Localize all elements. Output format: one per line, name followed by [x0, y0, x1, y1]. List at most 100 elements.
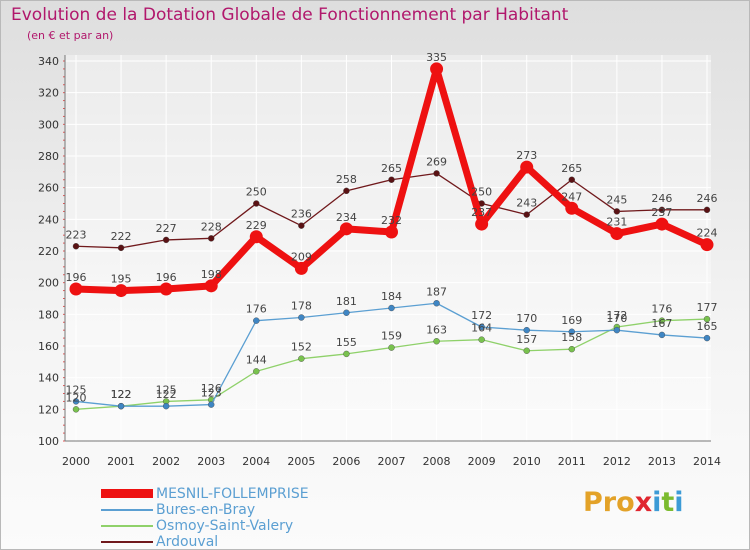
data-point-mesnil-follemprise [294, 261, 308, 275]
data-label-mesnil-follemprise: 247 [561, 190, 582, 203]
data-label-ardouval: 265 [561, 162, 582, 175]
data-point-mesnil-follemprise [69, 282, 83, 296]
data-point-bures-en-bray [478, 323, 485, 331]
data-label-mesnil-follemprise: 234 [336, 211, 357, 224]
x-tick-label: 2009 [468, 455, 496, 468]
data-point-mesnil-follemprise [430, 62, 444, 76]
logo-letter: r [602, 487, 617, 518]
data-point-ardouval [523, 211, 530, 218]
data-point-ardouval [208, 235, 215, 242]
data-point-bures-en-bray [162, 402, 170, 410]
data-label-mesnil-follemprise: 237 [471, 206, 492, 219]
data-point-mesnil-follemprise [385, 225, 398, 239]
data-point-ardouval [253, 200, 260, 207]
data-label-ardouval: 246 [697, 192, 718, 205]
data-label-bures-en-bray: 122 [111, 388, 132, 401]
data-point-ardouval [568, 176, 575, 183]
data-point-mesnil-follemprise [520, 160, 534, 174]
logo-letter: i [674, 487, 684, 518]
x-tick-label: 2000 [62, 455, 90, 468]
data-label-bures-en-bray: 181 [336, 295, 357, 308]
x-tick-label: 2006 [332, 455, 360, 468]
data-label-mesnil-follemprise: 232 [381, 214, 402, 227]
plot-area [65, 55, 711, 441]
data-label-osmoy-saint-valery: 176 [651, 303, 672, 316]
data-point-bures-en-bray [703, 334, 711, 342]
chart-title: Evolution de la Dotation Globale de Fonc… [11, 5, 569, 25]
data-label-bures-en-bray: 178 [291, 300, 312, 313]
data-point-ardouval [343, 187, 350, 195]
logo-letter: P [583, 487, 603, 518]
y-tick-label: 320 [38, 87, 59, 100]
data-point-bures-en-bray [568, 328, 575, 335]
data-point-osmoy-saint-valery [658, 317, 666, 324]
y-tick-label: 260 [38, 182, 59, 195]
chart-subtitle: (en € et par an) [27, 29, 114, 42]
y-tick-label: 240 [38, 213, 59, 226]
y-tick-label: 280 [38, 150, 59, 163]
proxiti-logo: Proxiti [583, 487, 684, 518]
data-point-bures-en-bray [253, 317, 260, 324]
data-point-osmoy-saint-valery [523, 347, 530, 354]
data-point-ardouval [162, 236, 170, 244]
data-label-mesnil-follemprise: 224 [697, 227, 718, 240]
legend-label-osmoy: Osmoy-Saint-Valery [156, 518, 294, 534]
data-point-osmoy-saint-valery [388, 344, 395, 351]
data-point-ardouval [613, 208, 621, 215]
data-label-ardouval: 228 [201, 220, 222, 233]
data-point-bures-en-bray [658, 331, 666, 339]
data-point-mesnil-follemprise [159, 282, 173, 296]
y-tick-label: 200 [38, 277, 59, 290]
x-tick-label: 2013 [648, 455, 676, 468]
data-label-osmoy-saint-valery: 172 [606, 309, 627, 322]
data-label-mesnil-follemprise: 196 [156, 271, 177, 284]
data-label-bures-en-bray: 176 [246, 303, 267, 316]
data-label-osmoy-saint-valery: 144 [246, 353, 267, 366]
data-label-osmoy-saint-valery: 120 [66, 391, 87, 404]
data-point-bures-en-bray [208, 401, 215, 408]
data-label-ardouval: 250 [246, 186, 267, 199]
legend-swatch-ardouval [101, 541, 153, 543]
data-point-mesnil-follemprise [475, 217, 489, 231]
logo-letter: o [616, 487, 635, 518]
data-label-bures-en-bray: 184 [381, 290, 402, 303]
data-point-osmoy-saint-valery [343, 350, 350, 358]
data-point-mesnil-follemprise [610, 227, 624, 241]
data-label-ardouval: 227 [156, 222, 177, 235]
data-point-osmoy-saint-valery [72, 406, 80, 413]
data-label-mesnil-follemprise: 198 [201, 268, 222, 281]
data-point-mesnil-follemprise [339, 222, 353, 236]
y-tick-label: 220 [38, 245, 59, 258]
data-label-mesnil-follemprise: 231 [606, 216, 627, 229]
data-label-ardouval: 246 [651, 192, 672, 205]
y-tick-label: 340 [38, 55, 59, 68]
data-label-ardouval: 265 [381, 162, 402, 175]
x-tick-label: 2012 [603, 455, 631, 468]
data-label-ardouval: 258 [336, 173, 357, 186]
data-label-osmoy-saint-valery: 163 [426, 323, 447, 336]
data-label-ardouval: 243 [516, 197, 537, 210]
data-label-mesnil-follemprise: 196 [66, 271, 87, 284]
data-label-ardouval: 236 [291, 208, 312, 221]
data-point-mesnil-follemprise [114, 284, 128, 298]
data-point-ardouval [388, 176, 395, 183]
data-label-ardouval: 223 [66, 228, 87, 241]
logo-letter: t [661, 487, 675, 518]
data-label-ardouval: 269 [426, 155, 447, 168]
data-label-bures-en-bray: 167 [651, 317, 672, 330]
logo-letter: x [634, 487, 653, 518]
data-point-bures-en-bray [298, 314, 305, 321]
legend-label-mesnil: MESNIL-FOLLEMPRISE [156, 486, 309, 502]
data-point-mesnil-follemprise [655, 217, 669, 231]
data-label-osmoy-saint-valery: 159 [381, 330, 402, 343]
data-label-ardouval: 250 [471, 186, 492, 199]
legend-swatch-bures [101, 509, 153, 511]
x-tick-label: 2007 [378, 455, 406, 468]
data-point-ardouval [703, 206, 711, 214]
data-point-ardouval [117, 244, 125, 252]
data-label-osmoy-saint-valery: 164 [471, 322, 492, 335]
data-point-mesnil-follemprise [565, 201, 579, 215]
data-point-bures-en-bray [388, 304, 395, 312]
